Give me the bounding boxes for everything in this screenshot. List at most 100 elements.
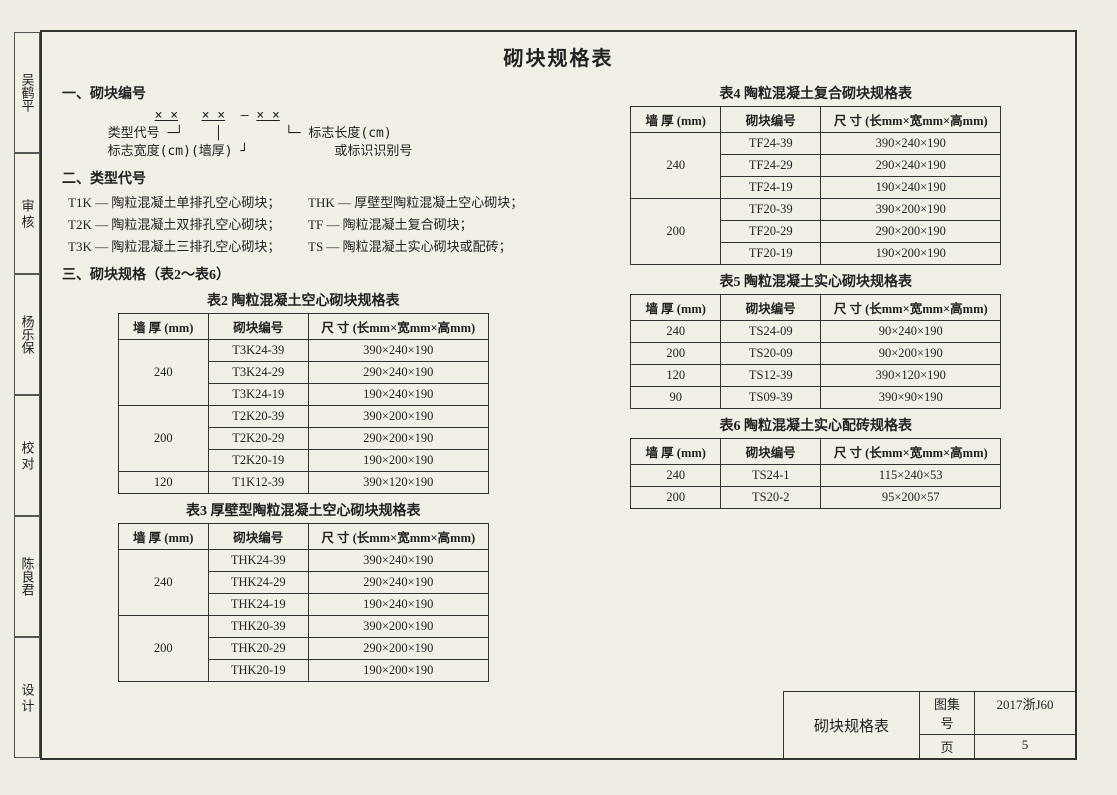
block-code-cell: TS24-1 (721, 465, 821, 487)
table-row: 240TS24-1115×240×53 (631, 465, 1001, 487)
table-header: 砌块编号 (721, 439, 821, 465)
sidebar-cell: 审 核 (14, 153, 40, 274)
block-code-cell: T2K20-19 (208, 449, 308, 471)
type-code-list: T1K — 陶粒混凝土单排孔空心砌块； THK — 厚壁型陶粒混凝土空心砌块； … (68, 192, 545, 258)
size-cell: 390×200×190 (821, 199, 1001, 221)
size-cell: 390×240×190 (821, 133, 1001, 155)
table-header: 尺 寸 (长mm×宽mm×高mm) (308, 313, 488, 339)
wall-thickness-cell: 200 (631, 199, 721, 265)
size-cell: 190×240×190 (821, 177, 1001, 199)
block-code-cell: TS09-39 (721, 387, 821, 409)
type-code: T1K — 陶粒混凝土单排孔空心砌块； (68, 192, 308, 214)
block-code-cell: THK20-19 (208, 659, 308, 681)
type-code: THK — 厚壁型陶粒混凝土空心砌块； (308, 192, 523, 214)
table4-title: 表4 陶粒混凝土复合砌块规格表 (575, 83, 1058, 103)
wall-thickness-cell: 90 (631, 387, 721, 409)
size-cell: 290×240×190 (308, 571, 488, 593)
block-code-cell: TS20-09 (721, 343, 821, 365)
table-header: 砌块编号 (721, 107, 821, 133)
table-row: 240T3K24-39390×240×190 (118, 339, 488, 361)
size-cell: 190×200×190 (821, 243, 1001, 265)
table-header: 墙 厚 (mm) (631, 107, 721, 133)
title-block-key: 页 (920, 735, 975, 758)
size-cell: 390×120×190 (308, 471, 488, 493)
block-code-cell: THK24-29 (208, 571, 308, 593)
sidebar-cell: 校 对 (14, 395, 40, 516)
type-code: T2K — 陶粒混凝土双排孔空心砌块； (68, 214, 308, 236)
block-code-cell: T2K20-39 (208, 405, 308, 427)
block-code-cell: T3K24-19 (208, 383, 308, 405)
block-code-cell: TF20-29 (721, 221, 821, 243)
type-code: T3K — 陶粒混凝土三排孔空心砌块； (68, 236, 308, 258)
table5-title: 表5 陶粒混凝土实心砌块规格表 (575, 271, 1058, 291)
wall-thickness-cell: 200 (631, 487, 721, 509)
table-row: 200TS20-0990×200×190 (631, 343, 1001, 365)
block-code-cell: TS12-39 (721, 365, 821, 387)
title-block-key: 图集号 (920, 692, 975, 734)
right-column: 表4 陶粒混凝土复合砌块规格表 墙 厚 (mm)砌块编号尺 寸 (长mm×宽mm… (575, 77, 1058, 688)
title-block: 砌块规格表 图集号 2017浙J60 页 5 (783, 691, 1075, 758)
wall-thickness-cell: 120 (118, 471, 208, 493)
wall-thickness-cell: 240 (118, 549, 208, 615)
size-cell: 290×200×190 (308, 637, 488, 659)
table-header: 墙 厚 (mm) (118, 313, 208, 339)
size-cell: 290×240×190 (821, 155, 1001, 177)
sidebar-cell: 设 计 (14, 637, 40, 758)
type-code: TS — 陶粒混凝土实心砌块或配砖； (308, 236, 512, 258)
sidebar-cell: 陈良君 (14, 516, 40, 637)
table-header: 尺 寸 (长mm×宽mm×高mm) (821, 439, 1001, 465)
block-code-cell: THK20-39 (208, 615, 308, 637)
size-cell: 190×240×190 (308, 593, 488, 615)
table5: 墙 厚 (mm)砌块编号尺 寸 (长mm×宽mm×高mm)240TS24-099… (630, 294, 1001, 409)
wall-thickness-cell: 200 (118, 615, 208, 681)
table-header: 墙 厚 (mm) (118, 523, 208, 549)
content: 一、砌块编号 × × × × — × × 类型代号 ─┘ │ └─ 标志长度(c… (42, 77, 1075, 688)
title-block-label: 砌块规格表 (784, 692, 920, 758)
table-row: 240TS24-0990×240×190 (631, 321, 1001, 343)
table2-title: 表2 陶粒混凝土空心砌块规格表 (62, 290, 545, 310)
section2-title: 二、类型代号 (62, 168, 545, 188)
diagram-label: 标志宽度(cm)(墙厚) (108, 144, 233, 159)
block-code-cell: THK24-39 (208, 549, 308, 571)
table-header: 墙 厚 (mm) (631, 439, 721, 465)
drawing-frame: 吴鹤平 审 核 杨乐保 校 对 陈良君 设 计 砌块规格表 一、砌块编号 × ×… (40, 30, 1077, 760)
approval-sidebar: 吴鹤平 审 核 杨乐保 校 对 陈良君 设 计 (14, 32, 40, 758)
table-header: 砌块编号 (721, 295, 821, 321)
table4: 墙 厚 (mm)砌块编号尺 寸 (长mm×宽mm×高mm)240TF24-393… (630, 106, 1001, 265)
table-row: 200THK20-39390×200×190 (118, 615, 488, 637)
section3-title: 三、砌块规格（表2～表6） (62, 264, 545, 284)
block-code-cell: T3K24-29 (208, 361, 308, 383)
numbering-diagram: × × × × — × × 类型代号 ─┘ │ └─ 标志长度(cm) 标志宽度… (92, 107, 545, 162)
wall-thickness-cell: 200 (118, 405, 208, 471)
wall-thickness-cell: 240 (118, 339, 208, 405)
size-cell: 190×200×190 (308, 449, 488, 471)
wall-thickness-cell: 120 (631, 365, 721, 387)
block-code-cell: T1K12-39 (208, 471, 308, 493)
size-cell: 390×200×190 (308, 405, 488, 427)
table-header: 尺 寸 (长mm×宽mm×高mm) (308, 523, 488, 549)
size-cell: 290×240×190 (308, 361, 488, 383)
table-row: 200TF20-39390×200×190 (631, 199, 1001, 221)
block-code-cell: THK24-19 (208, 593, 308, 615)
section1-title: 一、砌块编号 (62, 83, 545, 103)
block-code-cell: TS20-2 (721, 487, 821, 509)
block-code-cell: TS24-09 (721, 321, 821, 343)
block-code-cell: T3K24-39 (208, 339, 308, 361)
wall-thickness-cell: 240 (631, 465, 721, 487)
size-cell: 190×240×190 (308, 383, 488, 405)
title-block-val: 5 (975, 735, 1075, 758)
block-code-cell: TF20-39 (721, 199, 821, 221)
size-cell: 390×240×190 (308, 549, 488, 571)
table2: 墙 厚 (mm)砌块编号尺 寸 (长mm×宽mm×高mm)240T3K24-39… (118, 313, 489, 494)
table-row: 200T2K20-39390×200×190 (118, 405, 488, 427)
size-cell: 290×200×190 (308, 427, 488, 449)
table-row: 90TS09-39390×90×190 (631, 387, 1001, 409)
block-code-cell: TF24-39 (721, 133, 821, 155)
table-header: 砌块编号 (208, 523, 308, 549)
size-cell: 90×240×190 (821, 321, 1001, 343)
sidebar-cell: 吴鹤平 (14, 32, 40, 153)
table-row: 120TS12-39390×120×190 (631, 365, 1001, 387)
table3: 墙 厚 (mm)砌块编号尺 寸 (长mm×宽mm×高mm) 240THK24-39… (118, 523, 489, 682)
wall-thickness-cell: 200 (631, 343, 721, 365)
size-cell: 190×200×190 (308, 659, 488, 681)
